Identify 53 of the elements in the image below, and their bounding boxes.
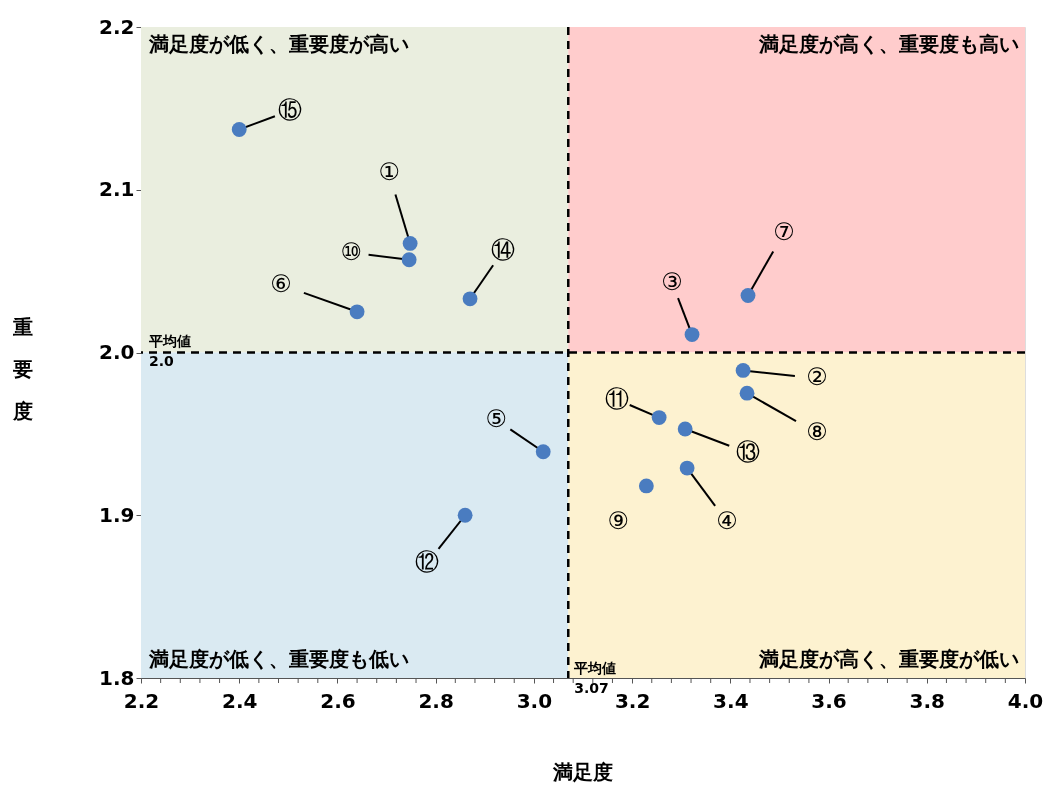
x-tick-label: 2.2 <box>123 688 160 713</box>
annotation: ⑪ <box>605 384 630 413</box>
x-tick-label: 2.4 <box>222 688 258 713</box>
band-label: 満足度が低く、重要度が高い <box>148 32 409 56</box>
y-axis-title: 重要度 <box>12 314 33 423</box>
ref-line-label: 平均値 2.0 <box>148 332 191 369</box>
y-tick-label: 1.8 <box>99 665 135 690</box>
annotation: ① <box>378 158 400 187</box>
ref-line-label: 平均値 3.07 <box>573 660 617 696</box>
point <box>740 288 756 303</box>
band-label: 満足度が高く、重要度も高い <box>758 32 1019 56</box>
y-tick-label: 2.0 <box>99 340 135 364</box>
x-tick-label: 4.0 <box>1007 688 1044 713</box>
point <box>349 304 365 320</box>
point <box>638 478 654 494</box>
annotation: ⑭ <box>491 235 516 264</box>
band-label: 満足度が高く、重要度が低い <box>758 647 1019 671</box>
band-label: 満足度が低く、重要度も低い <box>148 647 409 671</box>
y-tick-label: 2.2 <box>99 14 135 39</box>
x-tick-label: 2.6 <box>320 688 356 713</box>
point <box>677 421 693 437</box>
x-tick-label: 2.8 <box>418 688 454 713</box>
annotation: ⑮ <box>278 95 303 124</box>
x-tick-label: 3.2 <box>614 688 651 713</box>
annotation: ⑥ <box>270 269 292 298</box>
point <box>735 363 751 378</box>
annotation: ⑦ <box>773 217 795 246</box>
point <box>231 122 247 137</box>
y-tick-label: 1.9 <box>99 502 135 527</box>
annotation: ② <box>806 363 828 392</box>
x-tick-label: 3.4 <box>713 688 749 713</box>
point <box>535 444 551 460</box>
y-tick-label: 2.1 <box>99 177 135 202</box>
point <box>651 410 667 425</box>
x-tick-label: 3.6 <box>811 688 847 713</box>
annotation: ④ <box>716 507 738 536</box>
annotation: ⑧ <box>806 418 828 447</box>
annotation: ⑨ <box>607 506 630 535</box>
point <box>401 252 417 268</box>
point <box>679 460 695 476</box>
annotation: ⑬ <box>736 437 761 466</box>
annotation: ⑤ <box>485 404 507 433</box>
annotation: ③ <box>661 267 683 296</box>
x-tick-label: 3.0 <box>516 688 553 713</box>
annotation: ⑫ <box>415 548 440 577</box>
x-axis-title: 満足度 <box>552 760 613 784</box>
point <box>462 291 478 307</box>
annotation: ⑩ <box>340 237 362 266</box>
point <box>402 236 418 251</box>
x-tick-label: 3.8 <box>909 688 945 713</box>
point <box>739 385 755 401</box>
point <box>457 507 473 523</box>
point <box>684 327 700 342</box>
